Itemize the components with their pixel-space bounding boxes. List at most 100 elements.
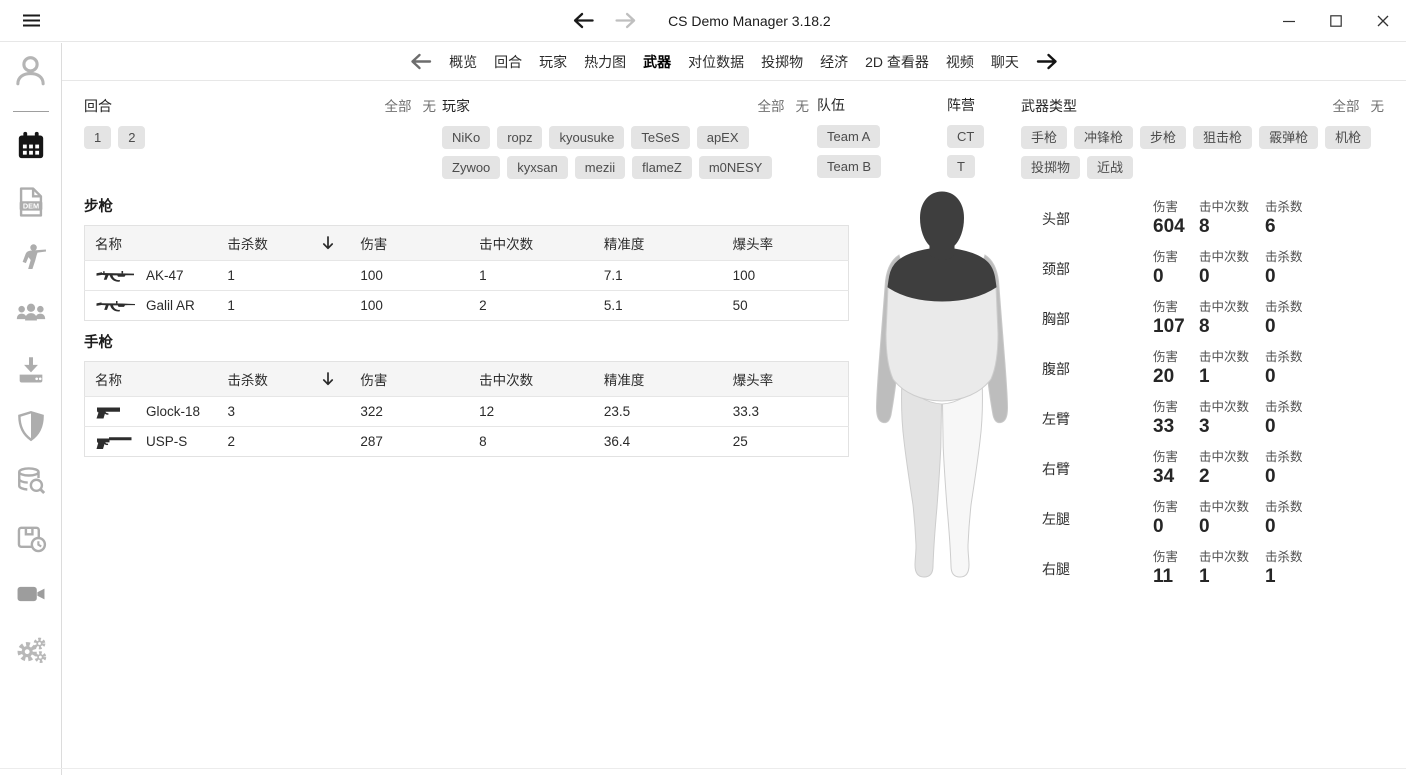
tab-投掷物[interactable]: 投掷物 [761, 53, 804, 70]
weapon-stat-value: 5.1 [593, 290, 723, 321]
settings-icon [14, 633, 48, 672]
filter-chip-手枪[interactable]: 手枪 [1021, 126, 1068, 149]
filter-chip-T[interactable]: T [947, 155, 975, 178]
filter-chip-NiKo[interactable]: NiKo [442, 126, 491, 149]
stat-label-kills: 击杀数 [1265, 400, 1303, 414]
match-tabbar: 概览 回合 玩家 热力图 武器 对位数据 投掷物 经济 2D 查看器 视频 聊天 [62, 43, 1406, 81]
column-header-名称[interactable]: 名称 [84, 361, 218, 397]
svg-text:DEM: DEM [22, 201, 38, 210]
sidebar-item-teams[interactable] [11, 297, 51, 335]
weapon-stat-value: 322 [350, 396, 470, 427]
filter-chip-冲锋枪[interactable]: 冲锋枪 [1074, 126, 1134, 149]
weapon-stat-value: 8 [469, 426, 594, 457]
filter-chip-步枪[interactable]: 步枪 [1140, 126, 1187, 149]
tab-视频[interactable]: 视频 [945, 53, 974, 70]
tab-武器[interactable]: 武器 [643, 53, 672, 70]
column-header-爆头率[interactable]: 爆头率 [722, 225, 849, 261]
minimize-button[interactable] [1265, 0, 1312, 42]
sidebar-item-players[interactable] [11, 241, 51, 279]
column-header-击杀数[interactable]: 击杀数 [217, 361, 351, 397]
maximize-button[interactable] [1312, 0, 1359, 42]
filter-chip-TeSeS[interactable]: TeSeS [631, 126, 690, 149]
filter-chip-CT[interactable]: CT [947, 125, 985, 148]
sidebar-item-ban-shield[interactable] [11, 409, 51, 447]
column-header-爆头率[interactable]: 爆头率 [722, 361, 849, 397]
filter-chip-投掷物[interactable]: 投掷物 [1021, 156, 1081, 179]
stat-label-hits: 击中次数 [1199, 450, 1250, 464]
filter-select-all-link[interactable]: 全部 [757, 99, 785, 114]
filter-label-rounds: 回合 [84, 98, 112, 114]
column-header-名称[interactable]: 名称 [84, 225, 218, 261]
filter-chip-霰弹枪[interactable]: 霰弹枪 [1259, 126, 1319, 149]
column-header-伤害[interactable]: 伤害 [350, 225, 470, 261]
column-header-击杀数[interactable]: 击杀数 [217, 225, 351, 261]
filter-chip-2[interactable]: 2 [118, 126, 146, 149]
hit-region-label: 头部 [1042, 211, 1070, 227]
filter-chip-kyousuke[interactable]: kyousuke [549, 126, 625, 149]
hamburger-menu-icon[interactable] [18, 8, 44, 34]
filter-chip-ropz[interactable]: ropz [497, 126, 543, 149]
sidebar-item-search-database[interactable] [11, 465, 51, 503]
column-header-击中次数[interactable]: 击中次数 [469, 225, 594, 261]
sidebar-item-settings[interactable] [11, 633, 51, 671]
filter-select-none-link[interactable]: 无 [1370, 99, 1385, 114]
sidebar-item-demos-file[interactable]: DEM [11, 185, 51, 223]
weapon-stat-value: 1 [217, 260, 351, 291]
history-back-icon[interactable] [570, 10, 596, 32]
column-header-精准度[interactable]: 精准度 [593, 225, 723, 261]
filter-select-none-link[interactable]: 无 [795, 99, 810, 114]
filter-chip-Team A[interactable]: Team A [817, 125, 881, 148]
stat-label-kills: 击杀数 [1265, 300, 1303, 314]
column-header-伤害[interactable]: 伤害 [350, 361, 470, 397]
sidebar-item-downloads[interactable] [11, 353, 51, 391]
sidebar-item-videos[interactable] [11, 577, 51, 615]
filter-label-sides: 阵营 [947, 97, 975, 113]
ban-shield-icon [14, 409, 48, 448]
tabs-scroll-left-icon[interactable] [410, 53, 432, 70]
weapon-category-title: 步枪 [84, 199, 113, 215]
close-button[interactable] [1359, 0, 1406, 42]
tab-对位数据[interactable]: 对位数据 [688, 53, 745, 70]
stat-label-hits: 击中次数 [1199, 300, 1250, 314]
hit-region-label: 胸部 [1042, 311, 1070, 327]
tabs-scroll-right-icon[interactable] [1036, 53, 1058, 70]
filter-chip-m0NESY[interactable]: m0NESY [698, 156, 773, 179]
column-header-击中次数[interactable]: 击中次数 [469, 361, 594, 397]
tab-玩家[interactable]: 玩家 [539, 53, 568, 70]
stat-label-hits: 击中次数 [1199, 350, 1250, 364]
filter-chip-近战[interactable]: 近战 [1087, 156, 1134, 179]
filter-chip-flameZ[interactable]: flameZ [632, 156, 692, 179]
sidebar-item-pending-analyses[interactable] [11, 521, 51, 559]
filter-chip-狙击枪[interactable]: 狙击枪 [1193, 126, 1253, 149]
column-header-精准度[interactable]: 精准度 [593, 361, 723, 397]
filter-select-all-link[interactable]: 全部 [1332, 99, 1360, 114]
tab-概览[interactable]: 概览 [449, 53, 478, 70]
filter-chip-机枪[interactable]: 机枪 [1325, 126, 1372, 149]
stat-label-damage: 伤害 [1153, 450, 1179, 464]
filter-chip-Team B[interactable]: Team B [817, 155, 882, 178]
sidebar-item-matches-calendar[interactable] [11, 129, 51, 167]
tab-2D 查看器[interactable]: 2D 查看器 [865, 53, 929, 70]
tab-聊天[interactable]: 聊天 [990, 53, 1019, 70]
history-forward-icon[interactable] [612, 10, 638, 32]
filter-select-all-link[interactable]: 全部 [384, 99, 412, 114]
filter-chip-apEX[interactable]: apEX [696, 126, 749, 149]
filter-chip-kyxsan[interactable]: kyxsan [507, 156, 568, 179]
filter-select-none-link[interactable]: 无 [422, 99, 437, 114]
weapon-stat-value: 1 [217, 290, 351, 321]
stat-label-kills: 击杀数 [1265, 500, 1303, 514]
filter-chip-1[interactable]: 1 [84, 126, 112, 149]
tab-回合[interactable]: 回合 [494, 53, 523, 70]
sidebar-item-user[interactable] [11, 54, 51, 92]
pending-analyses-icon [14, 521, 48, 560]
body-right-leg [901, 377, 943, 578]
window-bottom-edge [0, 768, 1406, 769]
tab-热力图[interactable]: 热力图 [584, 53, 627, 70]
filter-label-players: 玩家 [442, 98, 470, 114]
filter-chip-mezii[interactable]: mezii [574, 156, 626, 179]
weapon-name: USP-S [146, 434, 188, 449]
tab-经济[interactable]: 经济 [820, 53, 849, 70]
window-title: CS Demo Manager 3.18.2 [668, 12, 831, 29]
stat-value-damage: 33 [1153, 416, 1175, 437]
filter-chip-Zywoo[interactable]: Zywoo [442, 156, 501, 179]
